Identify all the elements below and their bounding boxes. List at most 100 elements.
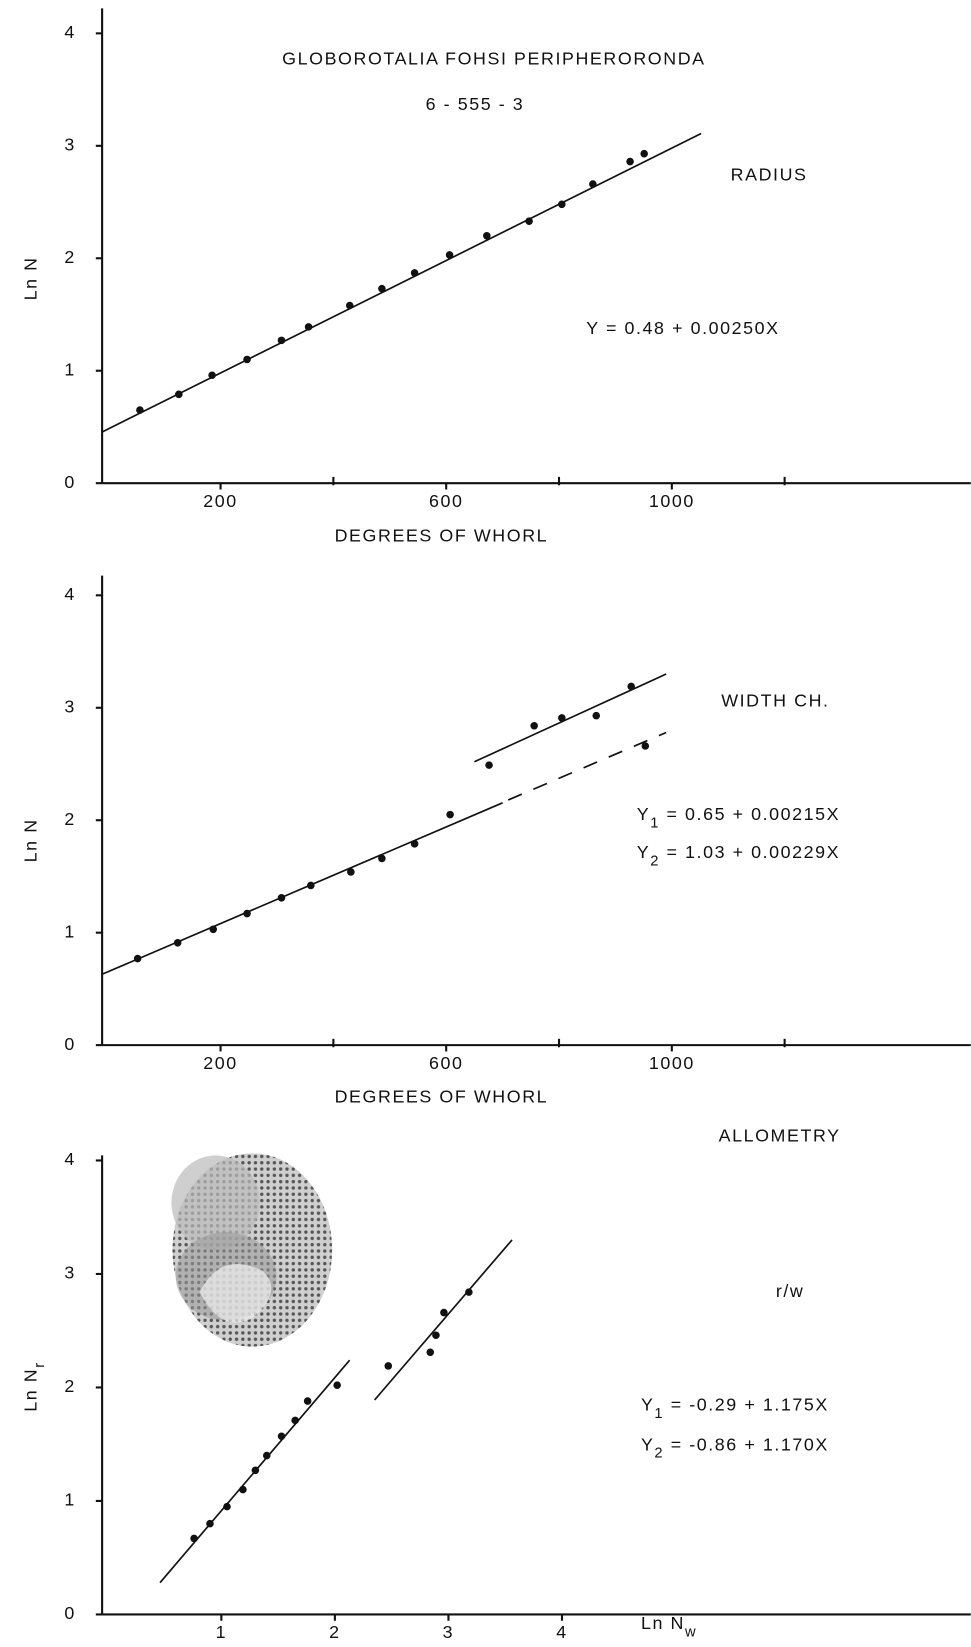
x-tick-label: 1 [216, 1622, 228, 1642]
data-point [251, 1466, 260, 1475]
fit-line [474, 673, 667, 763]
data-point [589, 180, 597, 188]
y-tick-label: 4 [64, 584, 76, 604]
data-point [641, 742, 650, 750]
data-point [410, 269, 419, 277]
data-point [432, 1331, 440, 1340]
y-tick-label: 1 [64, 359, 76, 379]
annotation-rest: = -0.86 + 1.170X [664, 1434, 829, 1454]
data-point [345, 301, 354, 310]
annotation: RADIUS [731, 164, 808, 184]
annotation-main: ALLOMETRY [719, 1125, 841, 1145]
annotation-main: r/w [776, 1281, 805, 1301]
data-point [190, 1534, 198, 1543]
annotation-main: Y [641, 1394, 654, 1414]
data-point [626, 157, 634, 166]
annotation: Y1 = 0.65 + 0.00215X [637, 804, 840, 832]
fit-line [101, 802, 503, 976]
data-point [304, 323, 313, 331]
data-point [446, 810, 454, 819]
data-point [243, 909, 251, 918]
data-point [136, 406, 144, 414]
data-point [277, 1432, 286, 1441]
annotation: Y1 = -0.29 + 1.175X [641, 1394, 829, 1422]
data-point [525, 217, 533, 225]
data-point [303, 1397, 312, 1405]
annotation-rest: = -0.29 + 1.175X [664, 1394, 829, 1414]
data-point [133, 954, 142, 963]
y-tick-label: 2 [64, 809, 76, 829]
y-tick-label: 0 [64, 1603, 76, 1623]
y-tick-label: 2 [64, 1376, 76, 1396]
annotation-main: RADIUS [731, 164, 808, 184]
chart-title: GLOBOROTALIA FOHSI PERIPHERORONDA [282, 49, 705, 69]
data-point [277, 336, 286, 345]
fit-line [373, 1239, 513, 1401]
x-tick-label: 200 [203, 1053, 238, 1073]
y-axis-label-main: Ln N [20, 256, 40, 300]
x-tick-label: 4 [556, 1622, 567, 1642]
y-axis-label: Ln Nr [20, 1361, 48, 1411]
annotation: Y = 0.48 + 0.00250X [586, 317, 779, 337]
data-point [307, 881, 315, 890]
y-axis-label: Ln N [20, 818, 40, 862]
chart-subtitle: 6 - 555 - 3 [426, 94, 525, 114]
data-point [640, 149, 648, 158]
annotation-sub: 2 [650, 853, 660, 869]
x-tick-label: 3 [443, 1622, 455, 1642]
specimen-image [171, 1153, 333, 1347]
data-point [173, 939, 182, 947]
x-axis-label-main: Ln N [641, 1613, 685, 1633]
annotation: r/w [776, 1281, 805, 1301]
x-tick-label: 1000 [649, 491, 695, 511]
data-point [410, 840, 419, 848]
data-point [485, 761, 493, 769]
x-tick-label: 1000 [649, 1053, 695, 1073]
y-axis-label: Ln N [20, 256, 40, 300]
y-axis-label-sub: r [32, 1361, 48, 1367]
data-point [378, 854, 386, 863]
data-point [426, 1348, 435, 1357]
data-point [277, 894, 286, 902]
y-axis-label-main: Ln N [20, 818, 40, 862]
annotation-rest: = 0.65 + 0.00215X [660, 804, 840, 824]
data-point [558, 200, 566, 209]
data-point [347, 868, 355, 876]
data-point [175, 390, 183, 399]
data-point [440, 1308, 448, 1317]
annotation-sub: 1 [650, 815, 660, 831]
y-tick-label: 1 [64, 1490, 76, 1510]
y-tick-label: 3 [64, 135, 76, 155]
x-axis-label: Ln Nw [641, 1613, 697, 1641]
annotation-sub: 2 [654, 1446, 664, 1462]
data-point [243, 355, 251, 364]
y-tick-label: 4 [64, 22, 76, 42]
y-tick-label: 2 [64, 247, 76, 267]
y-axis-label-main: Ln N [20, 1368, 40, 1412]
annotation-main: Y [641, 1434, 654, 1454]
data-point [558, 714, 566, 722]
data-point [465, 1288, 473, 1296]
data-point [223, 1502, 231, 1511]
x-axis-label: DEGREES OF WHORL [335, 1086, 549, 1106]
data-point [384, 1362, 393, 1370]
data-point [333, 1381, 341, 1389]
data-point [209, 925, 218, 934]
annotation: WIDTH CH. [721, 690, 829, 710]
data-point [592, 711, 601, 720]
annotation: Y2 = -0.86 + 1.170X [641, 1434, 829, 1462]
annotation: Y2 = 1.03 + 0.00229X [637, 842, 840, 870]
x-tick-label: 2 [329, 1622, 341, 1642]
y-tick-label: 1 [64, 921, 76, 941]
y-tick-label: 4 [64, 1149, 76, 1169]
y-tick-label: 0 [64, 472, 76, 492]
annotation-main: Y [637, 842, 650, 862]
data-point [627, 682, 635, 691]
annotation-main: Y [637, 804, 650, 824]
fit-line [507, 731, 667, 801]
data-point [378, 284, 386, 293]
annotation-sub: 1 [654, 1406, 664, 1422]
data-point [291, 1416, 299, 1425]
x-tick-label: 600 [429, 1053, 464, 1073]
